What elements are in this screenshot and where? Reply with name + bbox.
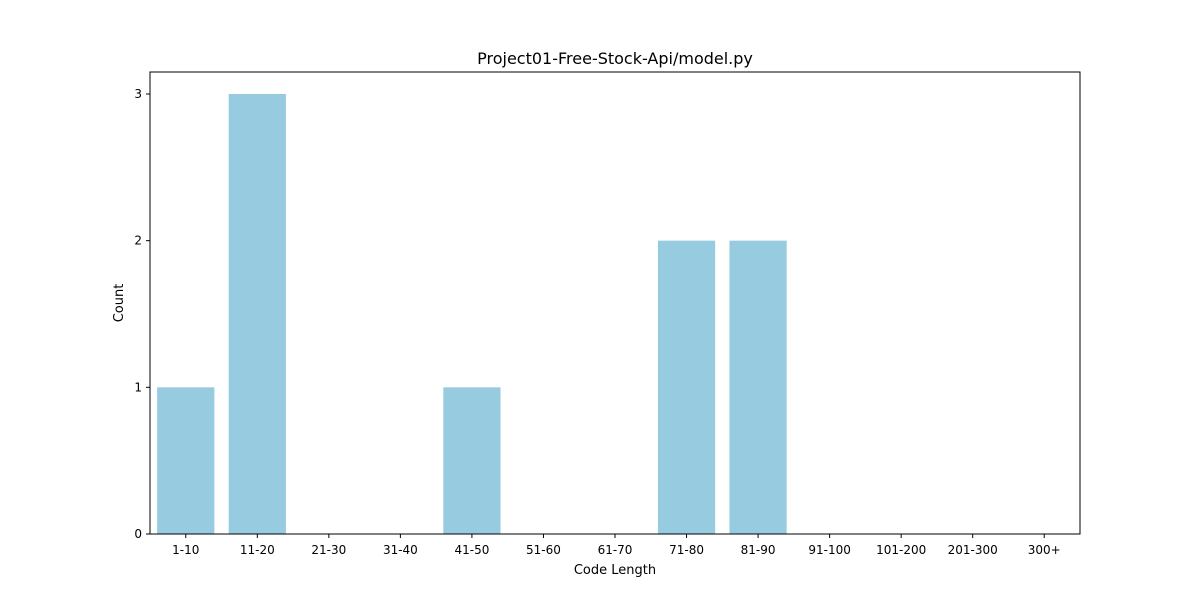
y-tick-label: 2	[134, 234, 142, 248]
x-tick-label: 61-70	[598, 543, 633, 557]
x-tick-label: 1-10	[172, 543, 199, 557]
y-tick-label: 1	[134, 380, 142, 394]
x-tick-label: 101-200	[876, 543, 926, 557]
x-tick-label: 21-30	[311, 543, 346, 557]
y-tick-label: 3	[134, 87, 142, 101]
x-tick-label: 81-90	[741, 543, 776, 557]
x-axis-label: Code Length	[574, 563, 656, 578]
x-tick-label: 300+	[1028, 543, 1061, 557]
x-tick-label: 41-50	[454, 543, 489, 557]
y-tick-label: 0	[134, 527, 142, 541]
x-tick-label: 71-80	[669, 543, 704, 557]
chart-title: Project01-Free-Stock-Api/model.py	[477, 49, 753, 68]
plot-area-frame	[149, 71, 1081, 535]
x-tick-label: 91-100	[808, 543, 851, 557]
y-axis-label: Count	[112, 284, 127, 323]
x-tick-label: 31-40	[383, 543, 418, 557]
bar	[443, 387, 501, 534]
bar	[228, 94, 286, 534]
x-tick-label: 201-300	[948, 543, 998, 557]
bar	[729, 240, 787, 535]
x-tick-label: 11-20	[240, 543, 275, 557]
bar	[157, 387, 215, 534]
bars-group	[157, 94, 787, 535]
x-axis-ticks: 1-10 11-20 21-30 31-40 41-50 51-60 61-70 71-80 8…	[172, 534, 1061, 557]
bar	[657, 240, 716, 535]
x-tick-label: 51-60	[526, 543, 561, 557]
y-axis-ticks: 0 1 2 3	[134, 87, 150, 541]
